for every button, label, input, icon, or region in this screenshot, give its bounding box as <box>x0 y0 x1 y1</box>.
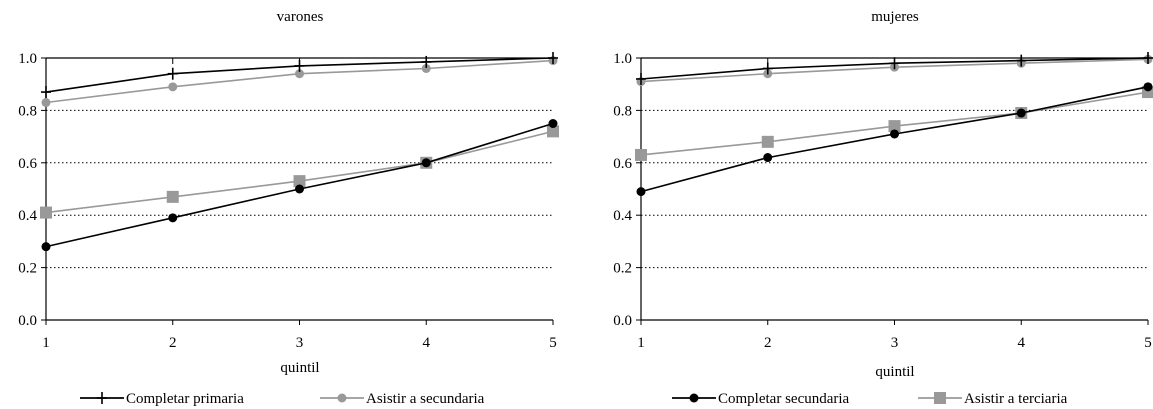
series-completar-primaria-point <box>762 62 773 75</box>
series-completar-primaria-point <box>41 86 51 99</box>
legend-item-asistir-a-terciaria-swatch-marker <box>934 392 946 404</box>
series-completar-primaria-point <box>889 57 900 70</box>
y-tick-label: 0.4 <box>18 208 37 224</box>
series-completar-secundaria-point <box>890 129 899 139</box>
legend-item-completar-secundaria-label: Completar secundaria <box>718 391 850 407</box>
series-asistir-a-secundaria-point <box>168 82 178 92</box>
series-asistir-a-secundaria-point <box>295 69 304 79</box>
series-asistir-a-secundaria-point <box>41 98 51 108</box>
x-tick-label: 5 <box>549 335 557 351</box>
series-asistir-a-secundaria-point <box>421 63 431 73</box>
series-completar-secundaria-point <box>1143 82 1153 92</box>
series-completar-secundaria-point <box>168 213 178 223</box>
y-tick-label: 1.0 <box>613 51 632 67</box>
x-tick-label: 3 <box>296 335 304 351</box>
series-completar-primaria-point <box>548 52 558 64</box>
y-tick-label: 0.0 <box>613 313 632 329</box>
series-completar-secundaria-line <box>640 86 1149 193</box>
y-tick-label: 0.6 <box>613 156 632 172</box>
series-completar-primaria-point <box>1016 54 1027 67</box>
series-completar-primaria-point <box>636 72 646 85</box>
y-tick-label: 0.0 <box>18 313 37 329</box>
series-asistir-a-terciaria-line <box>45 130 554 214</box>
x-tick-label: 4 <box>1018 335 1026 351</box>
y-tick-label: 0.8 <box>613 103 632 119</box>
series-asistir-a-terciaria-point <box>166 190 179 203</box>
series-completar-primaria-point <box>421 55 432 68</box>
series-completar-secundaria-point <box>763 153 773 163</box>
series-completar-primaria-point <box>294 59 305 72</box>
chart-panel-2: mujeres 0.0 0.2 0.4 0.6 0.8 1.0 1 2 3 4 5 quintil <box>613 9 1153 380</box>
x-tick-label: 1 <box>42 335 50 351</box>
legend-item-asistir-a-terciaria-label: Asistir a terciaria <box>964 391 1068 407</box>
series-completar-secundaria-point <box>636 187 646 197</box>
legend: Completar primaria Asistir a secundaria Co… <box>80 391 1068 407</box>
chart-title: varones <box>277 9 324 25</box>
legend-item-asistir-a-secundaria: Asistir a secundaria <box>320 391 485 407</box>
x-tick-label: 3 <box>891 335 899 351</box>
legend-item-completar-primaria-label: Completar primaria <box>126 391 244 407</box>
x-tick-label: 5 <box>1144 335 1152 351</box>
series-completar-primaria <box>41 52 558 99</box>
legend-item-asistir-a-secundaria-swatch-marker <box>337 393 347 403</box>
series-completar-primaria <box>636 52 1153 85</box>
chart-title: mujeres <box>871 9 919 25</box>
series-asistir-a-terciaria-point <box>40 206 52 219</box>
legend-item-completar-secundaria-swatch-marker <box>689 393 699 403</box>
series-completar-secundaria <box>41 119 558 252</box>
legend-item-asistir-a-terciaria: Asistir a terciaria <box>918 391 1068 407</box>
x-axis-label: quintil <box>280 360 319 376</box>
series-completar-secundaria-point <box>41 242 51 252</box>
x-tick-label: 2 <box>169 335 177 351</box>
series-asistir-a-terciaria-point <box>293 175 306 188</box>
series-completar-secundaria-point <box>1016 108 1026 118</box>
x-tick-label: 4 <box>423 335 431 351</box>
series-completar-secundaria-point <box>421 158 431 168</box>
y-tick-label: 0.8 <box>18 103 37 119</box>
legend-item-completar-secundaria: Completar secundaria <box>672 391 850 407</box>
series-asistir-a-terciaria <box>635 86 1153 161</box>
series-asistir-a-terciaria-point <box>761 135 774 148</box>
series-completar-secundaria <box>636 82 1153 197</box>
x-tick-label: 1 <box>637 335 645 351</box>
series-completar-secundaria-point <box>295 184 304 194</box>
y-tick-label: 0.2 <box>613 261 632 277</box>
legend-item-completar-primaria: Completar primaria <box>80 391 244 407</box>
legend-item-asistir-a-secundaria-label: Asistir a secundaria <box>366 391 485 407</box>
chart-panel-1: varones 0.0 0.2 0.4 0.6 0.8 1.0 1 2 3 4 5 quintil <box>18 9 559 376</box>
y-tick-label: 1.0 <box>18 51 37 67</box>
series-asistir-a-terciaria-point <box>635 148 647 161</box>
series-asistir-a-terciaria-point <box>547 125 559 138</box>
series-asistir-a-terciaria <box>40 125 559 219</box>
y-tick-label: 0.2 <box>18 261 37 277</box>
y-tick-label: 0.4 <box>613 208 632 224</box>
series-asistir-a-terciaria-point <box>888 120 901 133</box>
series-completar-primaria-point <box>167 67 178 80</box>
series-completar-secundaria-point <box>548 119 558 128</box>
legend-item-completar-primaria-swatch-marker <box>97 392 107 404</box>
x-axis-label: quintil <box>875 364 914 380</box>
x-tick-label: 2 <box>764 335 772 351</box>
series-asistir-a-terciaria-point <box>1142 86 1153 99</box>
series-completar-primaria-point <box>1143 52 1153 64</box>
y-tick-label: 0.6 <box>18 156 37 172</box>
